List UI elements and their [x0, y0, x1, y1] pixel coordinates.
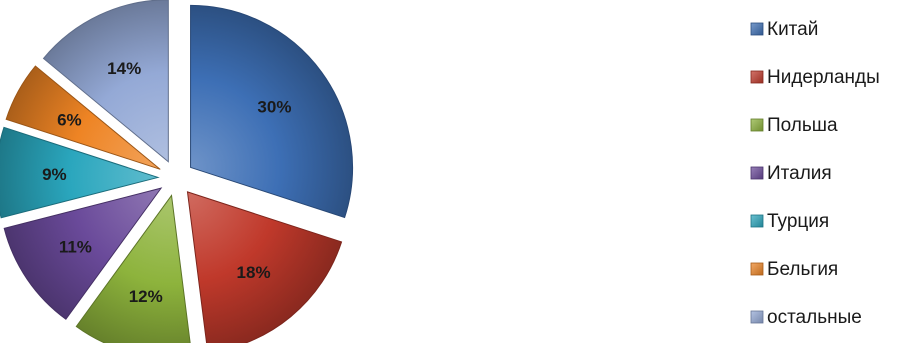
legend-swatch: [750, 166, 764, 180]
slice-labels: 30% 18% 12% 11% 9% 6% 14%: [42, 59, 291, 306]
legend-label: Польша: [767, 115, 838, 136]
legend-label: Бельгия: [767, 259, 838, 280]
pie-slices: [0, 0, 354, 343]
legend-swatch: [750, 70, 764, 84]
slice-бельгия: [5, 65, 161, 170]
legend-label: Китай: [767, 19, 818, 40]
data-label: 18%: [237, 263, 271, 282]
legend-swatch: [750, 118, 764, 132]
legend-label: Турция: [767, 211, 829, 232]
slice-китай: [190, 4, 354, 219]
slice-нидерланды: [186, 191, 343, 343]
data-label: 6%: [57, 110, 82, 129]
data-label: 12%: [129, 287, 163, 306]
data-label: 11%: [59, 237, 92, 256]
legend-swatch: [750, 214, 764, 228]
slice-остальные: [42, 0, 169, 163]
data-label: 9%: [42, 165, 67, 184]
data-label: 14%: [107, 59, 141, 78]
legend-label: остальные: [767, 307, 862, 328]
legend: Китай Нидерланды Польша Италия Турция Бельгия…: [750, 19, 880, 328]
legend-label: Италия: [767, 163, 832, 184]
legend-swatch: [750, 22, 764, 36]
legend-label: Нидерланды: [767, 67, 880, 88]
slice-польша: [75, 194, 191, 343]
slice-турция: [0, 126, 160, 219]
legend-swatch: [750, 262, 764, 276]
legend-swatch: [750, 310, 764, 324]
slice-италия: [3, 187, 163, 320]
data-label: 30%: [257, 97, 291, 116]
